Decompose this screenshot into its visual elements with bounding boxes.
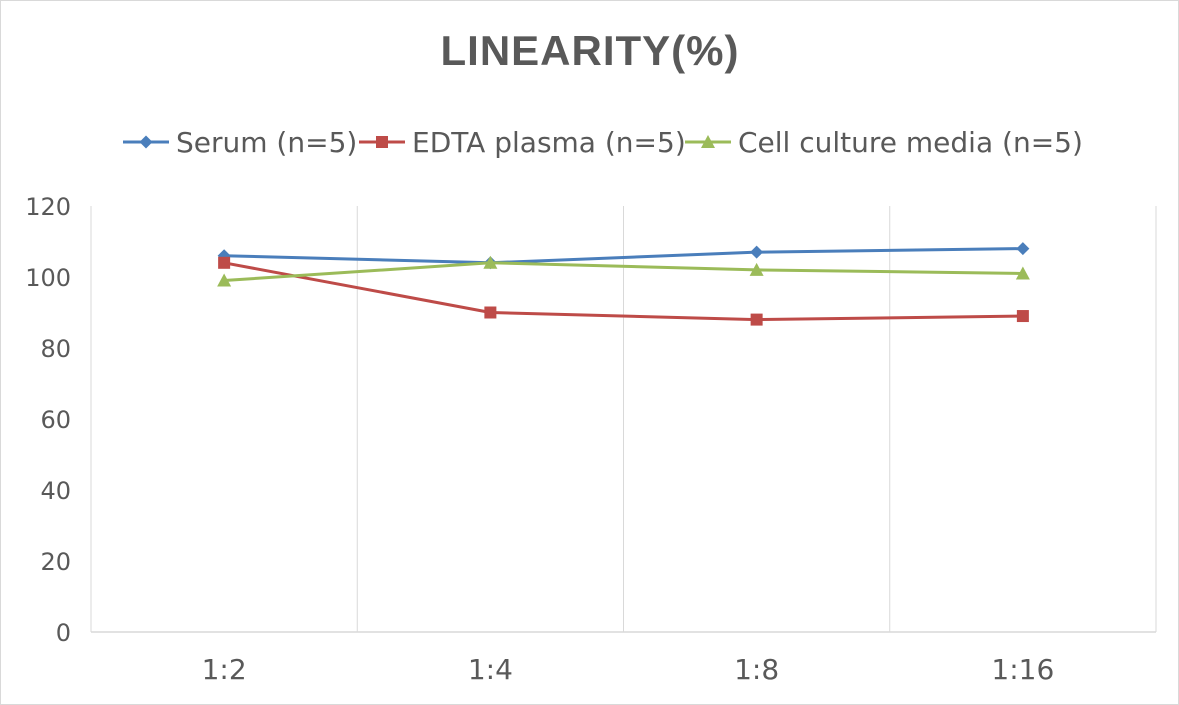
x-tick-label: 1:4 <box>468 653 513 686</box>
legend: Serum (n=5) EDTA plasma (n=5) Cell culture… <box>123 126 1083 159</box>
data-point <box>376 136 388 148</box>
series-group <box>217 242 1030 326</box>
data-point <box>750 245 764 259</box>
y-tick-label: 0 <box>56 619 71 647</box>
legend-item: EDTA plasma (n=5) <box>359 126 686 159</box>
data-point <box>139 135 153 149</box>
x-axis: 1:2 1:4 1:8 1:16 <box>202 653 1055 686</box>
data-point <box>217 249 231 263</box>
y-axis: 0 20 40 60 80 100 120 <box>25 193 71 647</box>
legend-item: Serum (n=5) <box>123 126 357 159</box>
legend-label: EDTA plasma (n=5) <box>412 126 686 159</box>
series-line <box>224 247 1023 265</box>
y-tick-label: 100 <box>25 264 71 292</box>
chart-title: LINEARITY(%) <box>441 27 740 74</box>
x-tick-label: 1:8 <box>734 653 779 686</box>
legend-label: Cell culture media (n=5) <box>738 126 1083 159</box>
legend-item: Cell culture media (n=5) <box>685 126 1083 159</box>
data-point <box>1015 266 1030 280</box>
y-tick-label: 60 <box>40 406 71 434</box>
data-point <box>217 273 232 287</box>
series-line <box>224 261 1023 283</box>
data-point <box>750 313 763 326</box>
x-tick-label: 1:16 <box>991 653 1054 686</box>
y-tick-label: 40 <box>40 477 71 505</box>
grid-lines <box>90 206 1157 633</box>
data-point <box>483 255 498 269</box>
series-line <box>223 261 1023 322</box>
y-tick-label: 80 <box>40 335 71 363</box>
series <box>218 256 1029 326</box>
legend-label: Serum (n=5) <box>176 126 357 159</box>
data-point <box>1016 242 1030 256</box>
series <box>217 255 1030 287</box>
data-point <box>749 262 764 276</box>
y-tick-label: 120 <box>25 193 71 221</box>
x-tick-label: 1:2 <box>202 653 247 686</box>
data-point <box>484 306 497 319</box>
data-point <box>1016 310 1029 323</box>
data-point <box>701 135 715 148</box>
y-tick-label: 20 <box>40 548 71 576</box>
data-point <box>218 256 231 269</box>
